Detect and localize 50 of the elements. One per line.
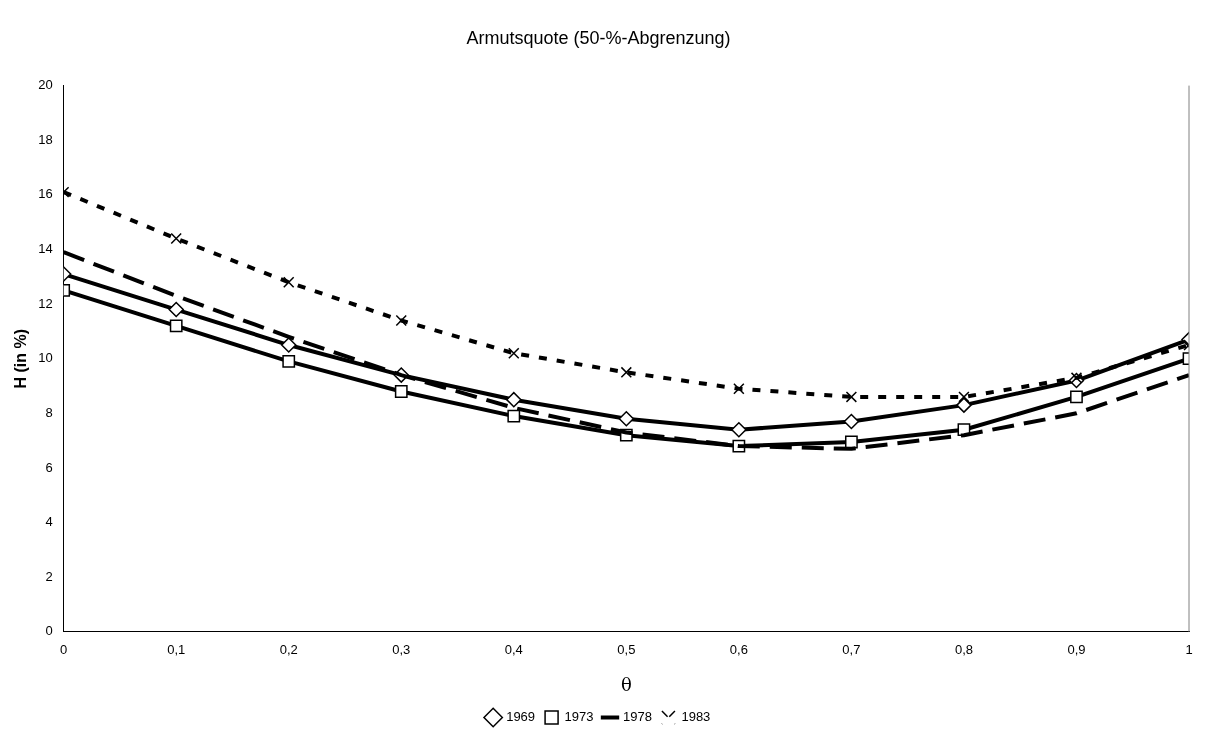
y-tick-label: 14: [38, 241, 53, 257]
x-tick-label: 0,6: [729, 642, 748, 658]
y-tick-label: 2: [45, 568, 53, 584]
x-tick-label: 0,2: [279, 642, 298, 658]
y-tick-label: 20: [38, 77, 53, 93]
point: [170, 232, 182, 245]
point: [618, 411, 635, 427]
x-tick-label: 0,7: [842, 642, 861, 658]
point: [1070, 390, 1083, 404]
point: [169, 319, 183, 333]
point: [507, 409, 521, 423]
y-tick-label: 18: [38, 131, 53, 147]
legend-label: 1978: [623, 709, 652, 725]
chart-title: Armutsquote (50-%-Abgrenzung): [466, 27, 731, 48]
point: [395, 314, 407, 327]
point: [958, 391, 970, 403]
point: [845, 391, 858, 403]
point: [956, 397, 972, 413]
y-tick-label: 4: [45, 514, 53, 530]
point: [283, 276, 295, 288]
x-tick-label: 0,3: [392, 642, 411, 658]
x-tick-label: 0,1: [167, 642, 186, 658]
x-axis-title: θ: [620, 673, 632, 695]
y-tick-label: 0: [45, 623, 53, 639]
point: [394, 385, 408, 398]
point: [282, 355, 296, 368]
y-tick-label: 10: [38, 350, 53, 366]
x-tick-label: 0: [60, 642, 68, 658]
legend-label: 1983: [681, 709, 711, 725]
point: [168, 301, 184, 318]
y-tick-label: 6: [45, 459, 53, 475]
x-tick-label: 0,8: [954, 642, 973, 658]
point: [843, 413, 860, 430]
y-tick-label: 12: [38, 295, 53, 311]
legend-label: 1973: [564, 709, 594, 725]
x-tick-label: 0,5: [617, 642, 636, 658]
point: [731, 421, 747, 438]
x-tick-label: 0,9: [1067, 642, 1086, 658]
point: [280, 337, 297, 353]
y-tick-label: 16: [38, 186, 53, 202]
point: [733, 383, 745, 395]
point: [506, 391, 522, 408]
x-tick-label: 0,4: [504, 642, 523, 658]
legend-label: 1969: [506, 709, 536, 725]
point: [508, 347, 520, 359]
point: [1070, 372, 1083, 384]
point: [620, 366, 633, 379]
y-tick-label: 8: [45, 404, 53, 420]
x-tick-label: 1: [1185, 642, 1193, 658]
y-axis-title: H (in %): [12, 328, 30, 389]
